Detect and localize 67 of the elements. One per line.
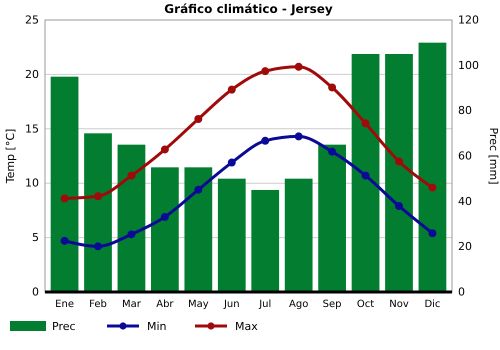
point (294, 62, 303, 71)
point (60, 194, 69, 202)
x-tick-label: Jun (222, 299, 240, 310)
y-tick-label: 0 (32, 286, 39, 299)
y-axis-title: Temp [°C] (4, 128, 17, 184)
legend-label: Min (147, 320, 167, 333)
bar (50, 76, 78, 292)
point (328, 148, 336, 156)
point (94, 242, 102, 250)
x-tick-label: Oct (356, 299, 374, 310)
bar (118, 144, 146, 292)
point (160, 145, 169, 154)
point (127, 172, 136, 180)
x-tick-label: Nov (389, 299, 409, 310)
point (428, 184, 436, 192)
point (362, 172, 370, 180)
point (328, 83, 336, 92)
bar (352, 54, 380, 292)
legend-label: Max (235, 320, 258, 333)
bar (218, 178, 246, 292)
point (194, 115, 202, 123)
y2-tick-label: 120 (458, 14, 479, 27)
x-tick-label: Dic (424, 299, 440, 310)
point (395, 157, 403, 166)
bar (84, 133, 112, 292)
bar (318, 144, 346, 292)
bar (418, 42, 446, 292)
y2-axis-title: Prec [mm] (487, 127, 500, 185)
legend-label: Prec (52, 320, 76, 333)
point (160, 212, 169, 221)
point (294, 132, 303, 140)
y2-tick-label: 20 (458, 240, 472, 254)
x-tick-label: Feb (89, 299, 107, 310)
x-tick-label: Jul (258, 299, 272, 310)
point (127, 230, 136, 238)
bar (184, 167, 212, 292)
y2-tick-label: 80 (458, 104, 472, 118)
point (395, 202, 403, 210)
x-tick-label: Sep (322, 299, 342, 310)
point (261, 136, 270, 145)
chart-title: Gráfico climático - Jersey (164, 2, 333, 16)
x-tick-label: May (188, 299, 209, 310)
bar (151, 167, 179, 292)
y-tick-label: 5 (32, 231, 39, 244)
point (60, 236, 69, 245)
point (94, 192, 102, 200)
point (228, 86, 236, 94)
y-tick-label: 10 (25, 176, 39, 190)
point (194, 186, 202, 194)
x-tick-label: Abr (156, 299, 174, 310)
point (362, 119, 370, 128)
y-tick-label: 25 (25, 14, 39, 27)
x-tick-label: Ene (55, 299, 74, 310)
bar (385, 54, 413, 292)
y2-tick-label: 0 (458, 286, 465, 299)
y2-tick-label: 60 (458, 150, 472, 163)
point (228, 158, 236, 167)
x-tick-label: Mar (122, 299, 142, 310)
point (261, 67, 270, 76)
bar (284, 178, 313, 292)
x-tick-label: Ago (289, 299, 308, 310)
y2-tick-label: 100 (458, 58, 479, 72)
y-tick-label: 20 (25, 68, 39, 81)
y-tick-label: 15 (25, 122, 39, 136)
bar (251, 190, 280, 292)
point (428, 229, 436, 238)
y2-tick-label: 40 (458, 194, 472, 208)
